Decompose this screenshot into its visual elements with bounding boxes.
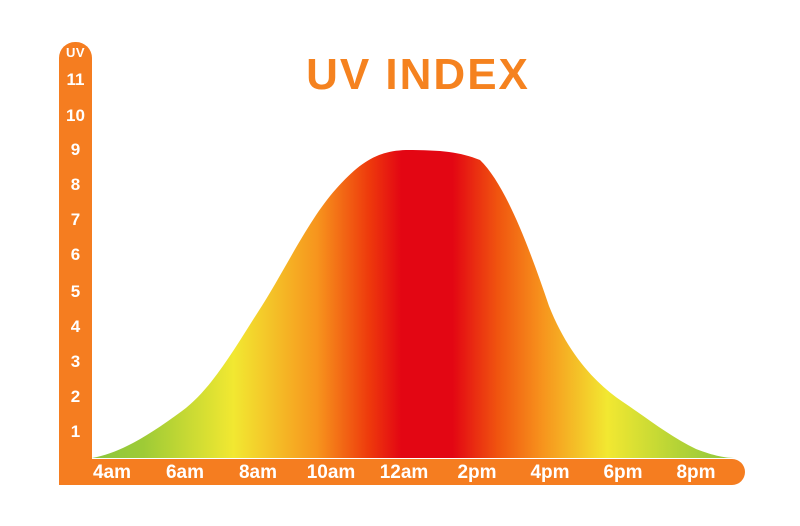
time-axis-tick-2pm: 2pm	[457, 462, 497, 483]
uv-axis-tick-4: 4	[70, 317, 81, 336]
uv-axis-tick-7: 7	[70, 210, 81, 229]
uv-axis-bar	[59, 42, 92, 485]
uv-axis-unit-label: UV	[65, 45, 86, 60]
uv-axis-tick-3: 3	[70, 352, 81, 371]
uv-axis-tick-8: 8	[70, 175, 81, 194]
uv-axis-tick-10: 10	[66, 106, 85, 125]
uv-bell-curve-area	[92, 150, 736, 458]
time-axis-tick-6am: 6am	[165, 462, 205, 483]
time-axis-tick-6pm: 6pm	[603, 462, 643, 483]
time-axis-tick-8am: 8am	[238, 462, 278, 483]
time-axis-tick-4pm: 4pm	[530, 462, 570, 483]
time-axis-tick-10am: 10am	[306, 462, 356, 483]
time-axis-tick-12am: 12am	[379, 462, 429, 483]
time-axis-tick-4am: 4am	[92, 462, 132, 483]
time-axis-tick-8pm: 8pm	[676, 462, 716, 483]
uv-axis-tick-5: 5	[70, 282, 81, 301]
time-axis-bar	[59, 459, 745, 485]
uv-axis-tick-11: 11	[66, 70, 85, 89]
uv-axis-tick-6: 6	[70, 245, 81, 264]
uv-axis-tick-9: 9	[70, 140, 81, 159]
uv-axis-tick-2: 2	[70, 387, 81, 406]
uv-curve-chart	[92, 150, 736, 458]
chart-title: UV INDEX	[306, 50, 530, 99]
uv-axis-tick-1: 1	[70, 422, 81, 441]
